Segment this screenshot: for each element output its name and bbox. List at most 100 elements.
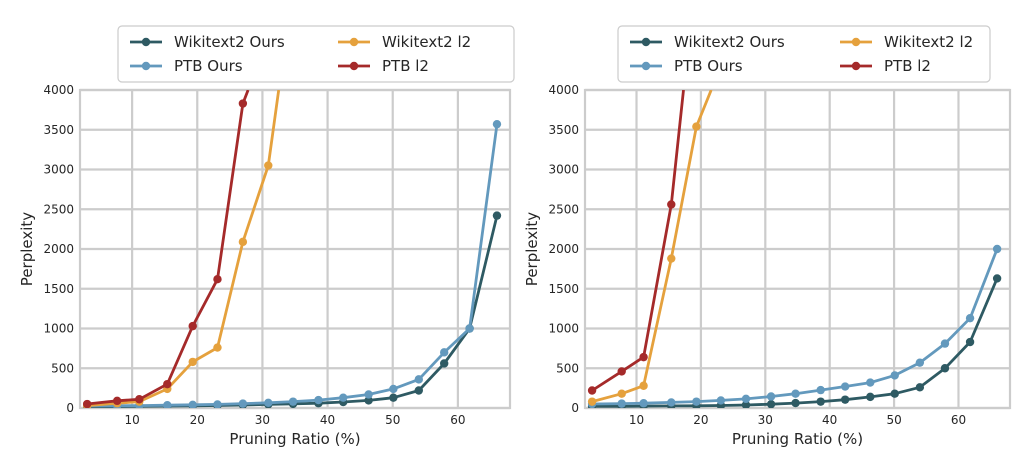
legend-swatch-marker [349,37,359,47]
data-point [465,324,474,333]
data-point [667,398,676,407]
data-point [364,390,373,399]
legend-swatch-marker [141,37,151,47]
data-point [940,364,950,373]
data-point [213,400,222,408]
data-point [288,397,298,406]
data-point [667,254,676,263]
y-axis-label: Perplexity [523,212,541,286]
data-point [188,321,197,331]
data-point [816,385,825,395]
data-point [791,398,800,408]
y-tick-label: 2500 [548,202,579,216]
x-tick-label: 60 [450,413,465,427]
y-tick-label: 0 [571,401,579,415]
legend-swatch-marker [141,61,151,71]
data-point [389,384,398,394]
legend-swatch-marker [349,61,359,71]
y-tick-label: 4000 [548,83,579,97]
data-point [135,395,144,404]
data-point [617,399,626,408]
data-point [238,399,248,408]
y-tick-label: 500 [556,361,579,375]
legend-label: Wikitext2 Ours [674,33,785,51]
y-tick-label: 2000 [43,242,74,256]
data-point [587,386,597,395]
data-point [112,396,122,406]
data-point [890,371,899,380]
y-tick-label: 3000 [548,163,579,177]
series-ptb-l2 [82,90,250,408]
data-point [741,394,751,404]
legend-label: PTB Ours [174,57,243,75]
legend-label: PTB l2 [382,57,429,75]
plot-frame [78,88,512,410]
data-point [667,200,676,209]
series-ptb-ours [587,244,1002,408]
data-point [915,383,925,392]
data-point [82,399,92,408]
series-line [591,90,713,403]
x-axis-label: Pruning Ratio (%) [732,430,863,448]
data-point [639,399,648,408]
legend-box [617,25,991,83]
x-tick-label: 60 [951,413,966,427]
legend-label: Wikitext2 l2 [382,33,471,51]
legend-swatch-marker [641,37,651,47]
data-point [965,337,975,347]
data-point [163,379,172,389]
legend-swatch-marker [851,61,861,71]
data-point [439,348,449,357]
data-point [840,395,850,404]
y-tick-label: 2000 [548,242,579,256]
data-point [791,389,800,398]
legend: Wikitext2 Ours PTB Ours Wikitext2 l2 PTB l2 [117,25,515,83]
chart-panel-2: 10 20 30 40 50 60 0 500 1000 1500 2000 2500 3000 3500… [523,25,1012,448]
data-point [439,359,449,368]
data-point [816,397,825,406]
series-line [87,90,250,406]
data-point [890,389,899,398]
series-line [87,215,499,408]
data-point [364,396,373,405]
y-tick-label: 4000 [43,83,74,97]
data-point [915,358,925,367]
legend-box [117,25,515,83]
data-point [766,399,776,408]
data-point [314,395,323,405]
series-line [591,90,685,392]
series-ptb-ours [82,119,502,408]
data-point [492,211,502,220]
y-tick-label: 3500 [548,123,579,137]
data-point [992,244,1002,254]
data-point [716,396,726,405]
data-point [965,313,975,323]
series-line [87,124,499,408]
data-point [213,343,222,352]
data-point [238,237,248,247]
x-tick-label: 30 [255,413,270,427]
y-tick-label: 1500 [43,282,74,296]
legend-label: PTB l2 [884,57,931,75]
data-point [414,375,423,384]
series-line [87,90,281,407]
data-point [741,400,751,408]
x-tick-label: 40 [320,413,335,427]
y-tick-label: 3000 [43,163,74,177]
data-point [617,389,626,398]
data-point [188,400,197,408]
x-tick-label: 20 [190,413,205,427]
data-point [840,382,850,391]
data-point [264,398,273,408]
plot-frame [583,88,1012,410]
data-point [639,352,648,362]
legend-swatch-marker [641,61,651,71]
y-tick-label: 3500 [43,123,74,137]
y-tick-label: 1000 [548,322,579,336]
data-point [492,119,502,129]
y-tick-label: 500 [51,361,74,375]
x-tick-label: 20 [693,413,708,427]
data-point [692,122,701,131]
data-point [639,381,648,390]
